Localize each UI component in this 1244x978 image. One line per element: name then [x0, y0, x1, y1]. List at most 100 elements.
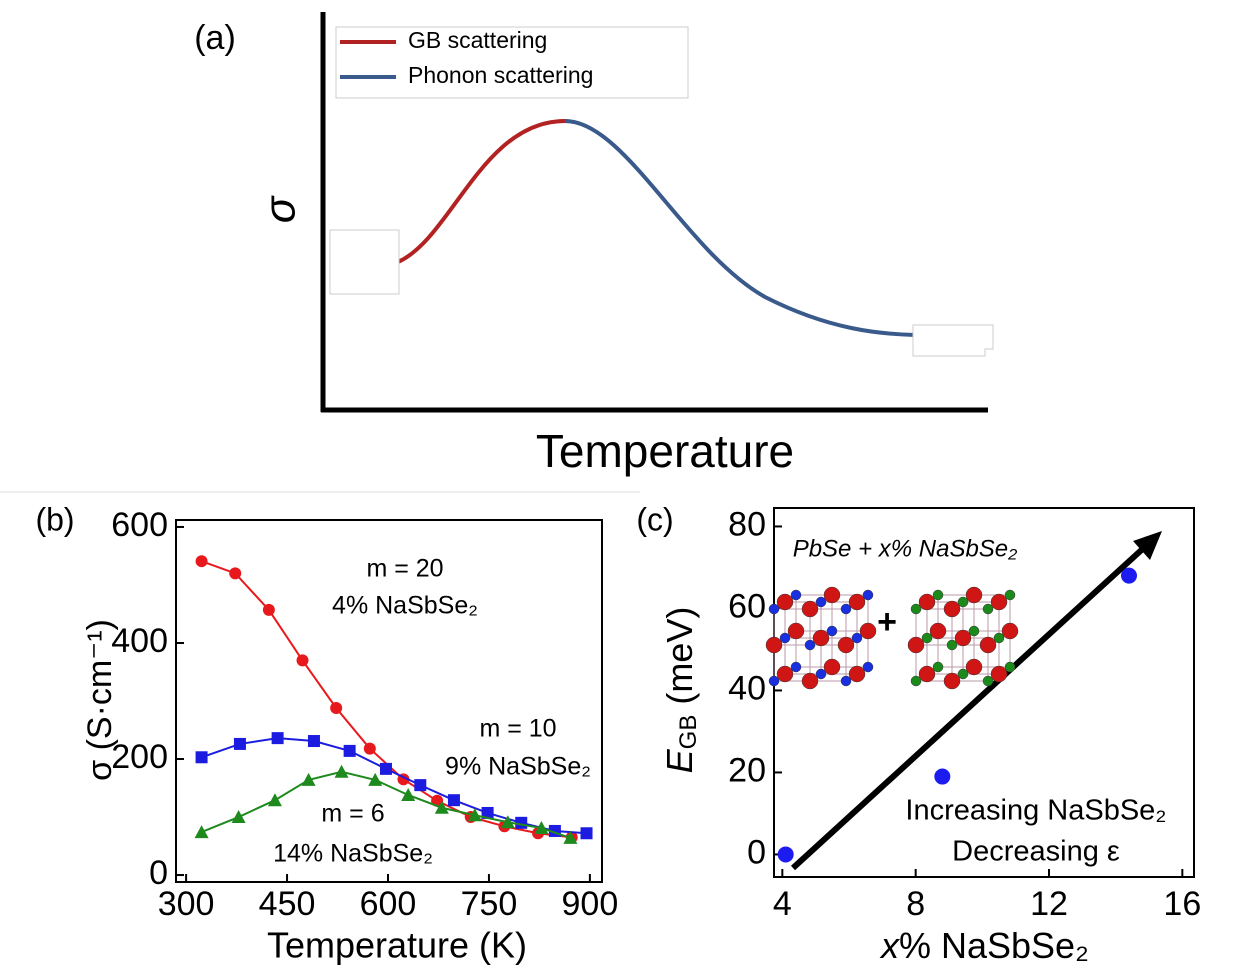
marker: [467, 808, 482, 822]
marker: [262, 603, 275, 616]
legend-label: GB scattering: [408, 27, 547, 53]
atom: [990, 593, 1008, 611]
atom: [932, 589, 944, 601]
atom: [910, 603, 922, 615]
series-label: 9% NaSbSe₂: [445, 753, 591, 781]
atom: [768, 675, 780, 687]
annotation: +: [877, 603, 897, 641]
marker: [401, 787, 416, 801]
x-tick-label: 16: [1163, 885, 1201, 923]
trend-arrowhead: [1133, 531, 1162, 560]
atom: [859, 622, 877, 640]
marker: [229, 567, 242, 580]
series-name: m = 10: [479, 715, 556, 743]
y-tick-label: 60: [728, 587, 766, 625]
atom: [943, 600, 961, 618]
atom: [957, 668, 969, 680]
marker: [368, 772, 383, 786]
marker: [481, 806, 494, 819]
x-tick-label: 750: [461, 885, 518, 923]
y-axis-label: EGB (meV): [659, 607, 703, 774]
atom: [1004, 661, 1016, 673]
atom: [965, 658, 983, 676]
y-axis-label: σ (S·cm⁻¹): [81, 619, 119, 781]
atom: [943, 672, 961, 690]
y-tick-label: 0: [747, 833, 766, 871]
marker: [267, 793, 282, 807]
atom: [929, 622, 947, 640]
x-axis-label: Temperature: [536, 425, 794, 477]
marker: [296, 654, 309, 667]
x-tick-label: 900: [562, 885, 619, 923]
x-tick-label: 300: [158, 885, 215, 923]
atom: [921, 632, 933, 644]
marker: [580, 827, 593, 840]
y-axis-label-part: GB: [675, 715, 702, 750]
plot-frame: [175, 519, 603, 883]
marker: [343, 744, 356, 757]
atom: [804, 639, 816, 651]
atom: [848, 665, 866, 683]
marker: [434, 800, 449, 814]
legend-box: [335, 26, 689, 99]
blank-box: [329, 229, 400, 295]
series-label: 14% NaSbSe₂: [273, 840, 433, 868]
marker: [515, 816, 528, 829]
atom: [932, 661, 944, 673]
atom: [1004, 589, 1016, 601]
schematic-curve: [397, 119, 566, 264]
marker: [334, 764, 349, 778]
y-tick-label: 40: [728, 669, 766, 707]
atom: [790, 661, 802, 673]
plot-frame: [773, 507, 1195, 878]
marker: [307, 735, 320, 748]
x-axis-label-part: % NaSbSe₂: [899, 925, 1089, 966]
marker: [500, 815, 515, 829]
atom: [907, 636, 925, 654]
marker: [379, 762, 392, 775]
marker: [195, 751, 208, 764]
atom: [982, 603, 994, 615]
atom: [801, 600, 819, 618]
panel-label: (b): [35, 501, 74, 537]
series-name: m = 6: [321, 800, 384, 828]
annotation: PbSe + x% NaSbSe₂: [793, 535, 1018, 562]
legend-label: Phonon scattering: [408, 62, 593, 88]
series-name: m = 20: [366, 555, 443, 583]
panel-label: (c): [636, 501, 673, 537]
x-tick-label: 8: [906, 885, 925, 923]
y-tick-label: 80: [728, 505, 766, 543]
y-tick-label: 20: [728, 751, 766, 789]
atom: [826, 625, 838, 637]
x-axis-label-part: x: [879, 925, 901, 966]
marker: [363, 742, 376, 755]
annotation: Decreasing ε: [952, 836, 1120, 868]
atom: [862, 589, 874, 601]
x-tick-label: 600: [360, 885, 417, 923]
crystal-structure: [907, 586, 1019, 690]
atom: [765, 636, 783, 654]
atom: [851, 632, 863, 644]
atom: [776, 593, 794, 611]
marker: [534, 821, 549, 835]
atom: [801, 672, 819, 690]
atom: [815, 668, 827, 680]
atom: [968, 625, 980, 637]
atom: [957, 596, 969, 608]
y-axis-label-part: (meV): [659, 607, 700, 715]
marker: [231, 810, 246, 824]
atom: [840, 603, 852, 615]
marker: [233, 737, 246, 750]
x-axis-label: Temperature (K): [267, 925, 527, 966]
marker: [447, 794, 460, 807]
x-tick-label: 450: [259, 885, 316, 923]
atom: [779, 632, 791, 644]
x-tick-label: 12: [1030, 885, 1068, 923]
atom: [787, 622, 805, 640]
atom: [823, 658, 841, 676]
atom: [993, 632, 1005, 644]
y-axis-label: σ: [256, 195, 305, 223]
marker: [330, 701, 343, 714]
y-axis-label-part: E: [659, 748, 700, 773]
